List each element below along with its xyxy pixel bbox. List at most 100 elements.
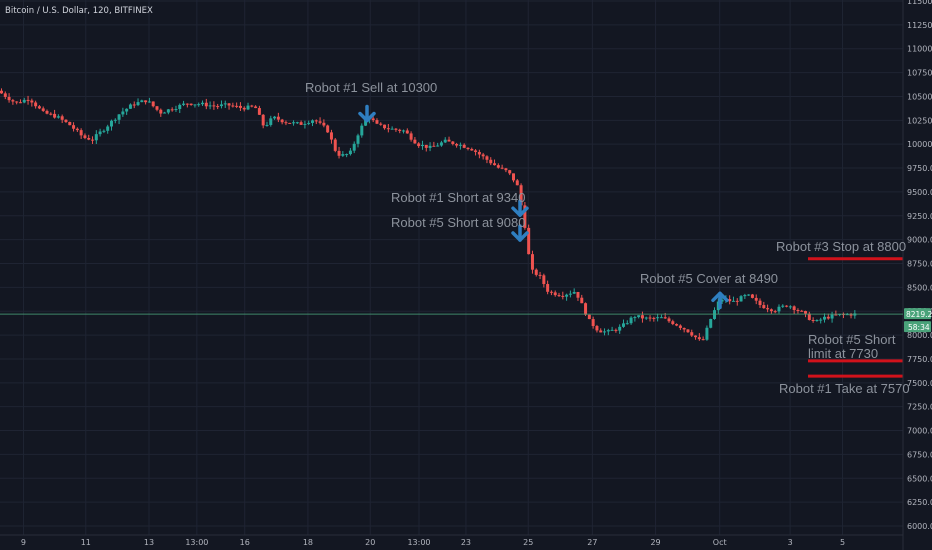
x-tick-label: 9 xyxy=(21,538,26,547)
candle-body xyxy=(174,109,178,111)
candle-body xyxy=(360,125,364,136)
y-tick-label: 8750.0 xyxy=(907,260,932,269)
y-tick-label: 7750.0 xyxy=(907,355,932,364)
candle-body xyxy=(728,299,732,302)
candle-body xyxy=(64,119,68,122)
candle-body xyxy=(443,139,447,143)
y-tick-label: 9250.0 xyxy=(907,212,932,221)
candle-body xyxy=(197,104,201,106)
candle-body xyxy=(546,284,550,292)
candle-body xyxy=(466,147,470,149)
candle-body xyxy=(773,311,777,313)
candle-body xyxy=(261,114,265,126)
x-tick-label: Oct xyxy=(713,538,727,547)
candle-body xyxy=(439,142,443,146)
candle-body xyxy=(709,318,713,328)
candle-body xyxy=(819,319,823,321)
candle-body xyxy=(98,131,102,135)
candle-body xyxy=(11,100,15,102)
candle-body xyxy=(671,321,675,325)
candle-body xyxy=(310,120,314,123)
candle-body xyxy=(849,314,853,316)
candle-body xyxy=(166,109,170,113)
short-arrow-icon xyxy=(511,224,529,242)
candle-body xyxy=(493,163,497,166)
candle-body xyxy=(640,315,644,319)
candle-body xyxy=(553,292,557,296)
candle-body xyxy=(572,291,576,294)
candle-body xyxy=(432,145,436,147)
candle-body xyxy=(383,124,387,129)
candle-body xyxy=(375,120,379,124)
short-arrow-icon xyxy=(511,199,529,217)
candle-body xyxy=(329,132,333,140)
arrow-head xyxy=(711,291,729,303)
y-tick-label: 6500.0 xyxy=(907,474,932,483)
candle-body xyxy=(424,144,428,148)
annotations: Robot #1 Sell at 10300 Robot #1 Short at … xyxy=(305,80,910,396)
candle-body xyxy=(549,291,553,293)
candle-body xyxy=(580,297,584,304)
arrow-head xyxy=(358,111,376,123)
candle-body xyxy=(223,103,227,105)
y-tick-label: 7250.0 xyxy=(907,403,932,412)
y-tick-label: 9000.0 xyxy=(907,236,932,245)
chart-title: Bitcoin / U.S. Dollar, 120, BITFINEX xyxy=(5,6,153,16)
candle-body xyxy=(830,314,834,319)
candle-body xyxy=(204,102,208,107)
candle-body xyxy=(132,104,136,106)
x-tick-label: 13:00 xyxy=(407,538,430,547)
y-axis: 11500.0 11250.0 11000.0 10750.0 10500.0 10250… xyxy=(902,0,932,550)
candle-body xyxy=(159,109,163,114)
candle-body xyxy=(18,102,22,104)
candle-body xyxy=(584,303,588,315)
candle-body xyxy=(690,332,694,336)
candle-body xyxy=(561,295,565,297)
candle-body xyxy=(591,319,595,327)
x-tick-label: 25 xyxy=(523,538,533,547)
last-price-value: 8219.2 xyxy=(906,310,932,319)
countdown-value: 58:34 xyxy=(908,323,930,332)
candle-body xyxy=(512,173,516,181)
candle-body xyxy=(826,316,830,319)
y-tick-label: 10500.0 xyxy=(907,92,932,101)
y-tick-label: 6750.0 xyxy=(907,450,932,459)
candle-body xyxy=(694,335,698,338)
candle-body xyxy=(386,128,390,130)
candle-body xyxy=(288,122,292,124)
candle-body xyxy=(648,317,652,319)
candle-body xyxy=(504,168,508,171)
grid xyxy=(0,0,903,535)
candle-body xyxy=(542,275,546,285)
candle-body xyxy=(318,121,322,123)
candle-body xyxy=(515,180,519,186)
candle-body xyxy=(652,317,656,319)
candle-body xyxy=(147,101,151,103)
candle-body xyxy=(170,109,174,111)
candle-body xyxy=(394,128,398,130)
candle-body xyxy=(568,293,572,295)
candle-body xyxy=(656,317,660,319)
candle-body xyxy=(94,134,98,141)
candle-body xyxy=(284,122,288,124)
candle-body xyxy=(667,318,671,322)
candle-body xyxy=(428,145,432,148)
candle-body xyxy=(219,104,223,107)
y-tick-label: 10000.0 xyxy=(907,140,932,149)
candle-body xyxy=(185,103,189,105)
arrow-head xyxy=(511,231,529,242)
candle-body xyxy=(587,314,591,320)
candle-body xyxy=(250,105,254,107)
y-tick-label: 8500.0 xyxy=(907,283,932,292)
candle-body xyxy=(485,156,489,160)
candle-body xyxy=(523,205,527,228)
candle-body xyxy=(341,154,345,156)
annotation-label: limit at 7730 xyxy=(808,346,878,361)
candle-body xyxy=(41,108,45,111)
candle-body xyxy=(113,119,117,121)
candle-body xyxy=(637,315,641,318)
candle-body xyxy=(231,105,235,107)
candle-body xyxy=(91,139,95,141)
candle-body xyxy=(500,167,504,169)
